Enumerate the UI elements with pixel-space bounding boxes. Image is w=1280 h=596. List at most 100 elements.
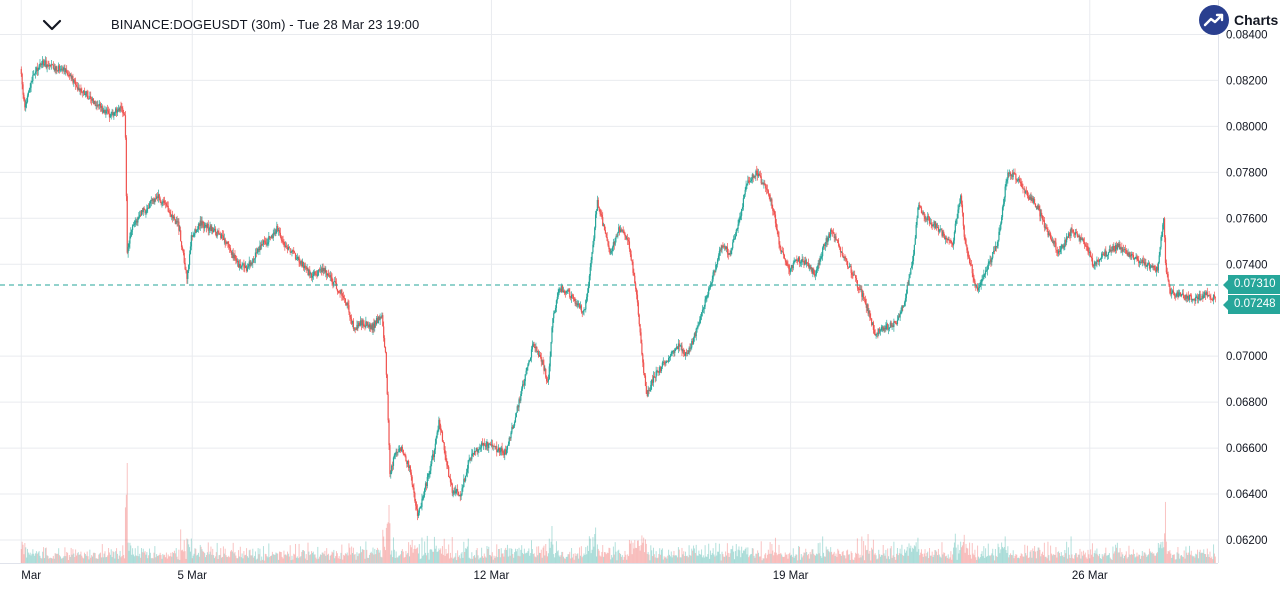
candle-body bbox=[1106, 255, 1108, 257]
candle-body bbox=[1133, 258, 1135, 260]
volume-bar bbox=[74, 557, 76, 563]
candle-body bbox=[725, 246, 728, 249]
candle-body bbox=[42, 60, 45, 66]
candle-body bbox=[255, 252, 257, 254]
candle-body bbox=[951, 242, 953, 244]
volume-bar bbox=[272, 554, 274, 563]
volume-bar bbox=[863, 541, 865, 563]
volume-bar bbox=[1207, 554, 1209, 563]
candle-layer bbox=[20, 56, 1216, 521]
candle-body bbox=[1023, 188, 1025, 190]
candle-body bbox=[213, 228, 216, 231]
candle-body bbox=[117, 108, 119, 110]
candle-body bbox=[516, 406, 518, 413]
volume-bar bbox=[173, 553, 175, 563]
volume-bar bbox=[82, 557, 84, 563]
volume-bar bbox=[903, 555, 905, 563]
candle-body bbox=[868, 310, 870, 314]
candle-body bbox=[578, 303, 581, 308]
volume-bar bbox=[620, 553, 622, 563]
candle-body bbox=[707, 294, 709, 296]
volume-bar bbox=[717, 551, 719, 563]
candle-body bbox=[172, 214, 174, 219]
candle-body bbox=[864, 299, 866, 304]
candle-body bbox=[768, 193, 770, 195]
candle-body bbox=[587, 285, 590, 293]
candle-body bbox=[1053, 241, 1055, 244]
candle-body bbox=[930, 222, 932, 225]
price-tick-label: 0.06600 bbox=[1226, 443, 1268, 455]
volume-bar bbox=[167, 554, 169, 563]
candle-body bbox=[1203, 294, 1205, 298]
candle-body bbox=[108, 113, 111, 118]
candle-body bbox=[1086, 245, 1088, 247]
candle-body bbox=[1160, 237, 1162, 248]
volume-bar bbox=[593, 546, 595, 563]
candle-body bbox=[545, 369, 547, 378]
volume-bar bbox=[37, 552, 39, 563]
volume-bar bbox=[995, 555, 997, 563]
candle-body bbox=[784, 258, 786, 261]
candle-body bbox=[299, 262, 301, 264]
candle-body bbox=[555, 300, 558, 308]
candle-body bbox=[182, 249, 184, 253]
volume-bar bbox=[281, 556, 283, 563]
candle-body bbox=[191, 235, 193, 237]
candle-body bbox=[73, 79, 75, 83]
volume-bar bbox=[118, 555, 120, 563]
volume-bar bbox=[493, 555, 495, 563]
candle-body bbox=[113, 112, 115, 116]
volume-bar bbox=[129, 542, 131, 563]
volume-bar bbox=[1044, 556, 1046, 563]
volume-bar bbox=[402, 551, 404, 563]
volume-bar bbox=[763, 558, 765, 563]
volume-bar bbox=[1156, 552, 1158, 563]
candle-body bbox=[699, 319, 701, 324]
candle-body bbox=[294, 253, 297, 260]
volume-bar bbox=[204, 553, 206, 563]
candle-body bbox=[453, 491, 455, 493]
candle-body bbox=[48, 65, 50, 67]
volume-bar bbox=[879, 554, 881, 563]
candle-body bbox=[553, 313, 555, 319]
candle-body bbox=[54, 68, 56, 71]
candle-body bbox=[133, 224, 135, 226]
volume-bar bbox=[957, 544, 959, 563]
chevron-down-icon[interactable] bbox=[40, 14, 64, 38]
candle-body bbox=[1174, 295, 1176, 297]
candle-body bbox=[296, 257, 298, 259]
volume-bar bbox=[796, 554, 798, 563]
candle-body bbox=[300, 260, 302, 264]
candle-body bbox=[737, 224, 739, 230]
candle-body bbox=[427, 474, 429, 478]
volume-bar bbox=[912, 548, 914, 563]
volume-bar bbox=[1022, 556, 1024, 563]
volume-bar bbox=[418, 544, 420, 563]
candle-body bbox=[315, 274, 317, 276]
volume-bar bbox=[458, 555, 460, 563]
candle-body bbox=[66, 69, 68, 73]
candle-body bbox=[1055, 242, 1057, 250]
candle-body bbox=[401, 447, 403, 450]
volume-bar bbox=[613, 554, 615, 563]
volume-bar bbox=[77, 552, 79, 563]
candle-body bbox=[1126, 253, 1128, 256]
volume-bar bbox=[306, 560, 308, 563]
candle-body bbox=[475, 448, 477, 452]
candle-body bbox=[119, 106, 121, 112]
candle-body bbox=[76, 86, 78, 90]
candle-body bbox=[1154, 267, 1156, 271]
candle-body bbox=[206, 223, 208, 228]
volume-bar bbox=[649, 560, 651, 563]
candle-body bbox=[91, 98, 94, 101]
candle-body bbox=[1205, 292, 1208, 296]
candle-body bbox=[346, 303, 348, 305]
candle-body bbox=[981, 279, 983, 283]
volume-bar bbox=[1120, 556, 1122, 563]
candle-body bbox=[383, 337, 386, 347]
candle-body bbox=[626, 238, 628, 239]
volume-bar bbox=[483, 553, 485, 563]
volume-bar bbox=[1036, 550, 1038, 563]
